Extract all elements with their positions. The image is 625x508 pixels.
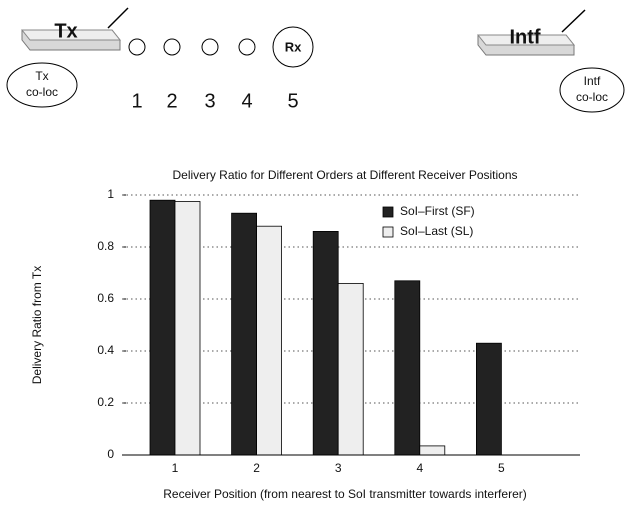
bar	[394, 280, 421, 456]
bar	[231, 212, 258, 456]
tx-coloc-node	[6, 62, 78, 108]
position-node	[128, 38, 146, 56]
legend-swatch	[382, 206, 394, 218]
intf-router-top	[476, 34, 576, 46]
rx-label: Rx	[285, 39, 302, 54]
y-tick-label: 0.4	[97, 343, 114, 357]
x-tick-label: 3	[335, 461, 342, 475]
bar	[174, 201, 201, 456]
y-tick-label: 0.6	[97, 291, 114, 305]
position-label: 4	[241, 90, 252, 112]
position-node	[238, 38, 256, 56]
legend-label: SoI–First (SF)	[400, 204, 475, 218]
rx-node	[272, 26, 314, 68]
intf-label: Intf	[509, 26, 540, 48]
intf-antenna	[561, 9, 586, 33]
y-axis-label: Delivery Ratio from Tx	[30, 266, 44, 384]
x-tick-label: 1	[172, 461, 179, 475]
position-label: 1	[131, 90, 142, 112]
y-tick-label: 0.8	[97, 239, 114, 253]
bar	[312, 230, 339, 456]
x-axis-label: Receiver Position (from nearest to SoI t…	[163, 487, 526, 501]
bar	[475, 342, 502, 456]
bar	[337, 282, 364, 456]
legend-label: SoI–Last (SL)	[400, 224, 473, 238]
intf-coloc-label: co-loc	[576, 90, 608, 104]
y-tick-label: 0	[107, 447, 114, 461]
y-tick-label: 1	[107, 187, 114, 201]
legend-swatch	[382, 226, 394, 238]
intf-coloc-node	[559, 67, 625, 113]
position-node	[163, 38, 181, 56]
tx-coloc-label: co-loc	[26, 85, 58, 99]
position-label: 2	[166, 90, 177, 112]
x-tick-label: 5	[498, 461, 505, 475]
intf-coloc-label: Intf	[584, 74, 601, 88]
diagram: Tx Tx co-loc Rx 1 2 3 4 5 Intf Intf co-l…	[6, 7, 625, 113]
tx-coloc-label: Tx	[35, 69, 48, 83]
tx-label: Tx	[54, 20, 77, 42]
position-label: 5	[287, 90, 298, 112]
tx-antenna	[107, 7, 129, 29]
x-tick-label: 4	[416, 461, 423, 475]
bar	[149, 199, 176, 456]
bar	[256, 225, 283, 456]
bar	[419, 445, 446, 456]
position-label: 3	[204, 90, 215, 112]
tx-router-top	[20, 29, 122, 41]
y-tick-label: 0.2	[97, 395, 114, 409]
chart-title: Delivery Ratio for Different Orders at D…	[172, 168, 517, 182]
x-tick-label: 2	[253, 461, 260, 475]
position-node	[201, 38, 219, 56]
